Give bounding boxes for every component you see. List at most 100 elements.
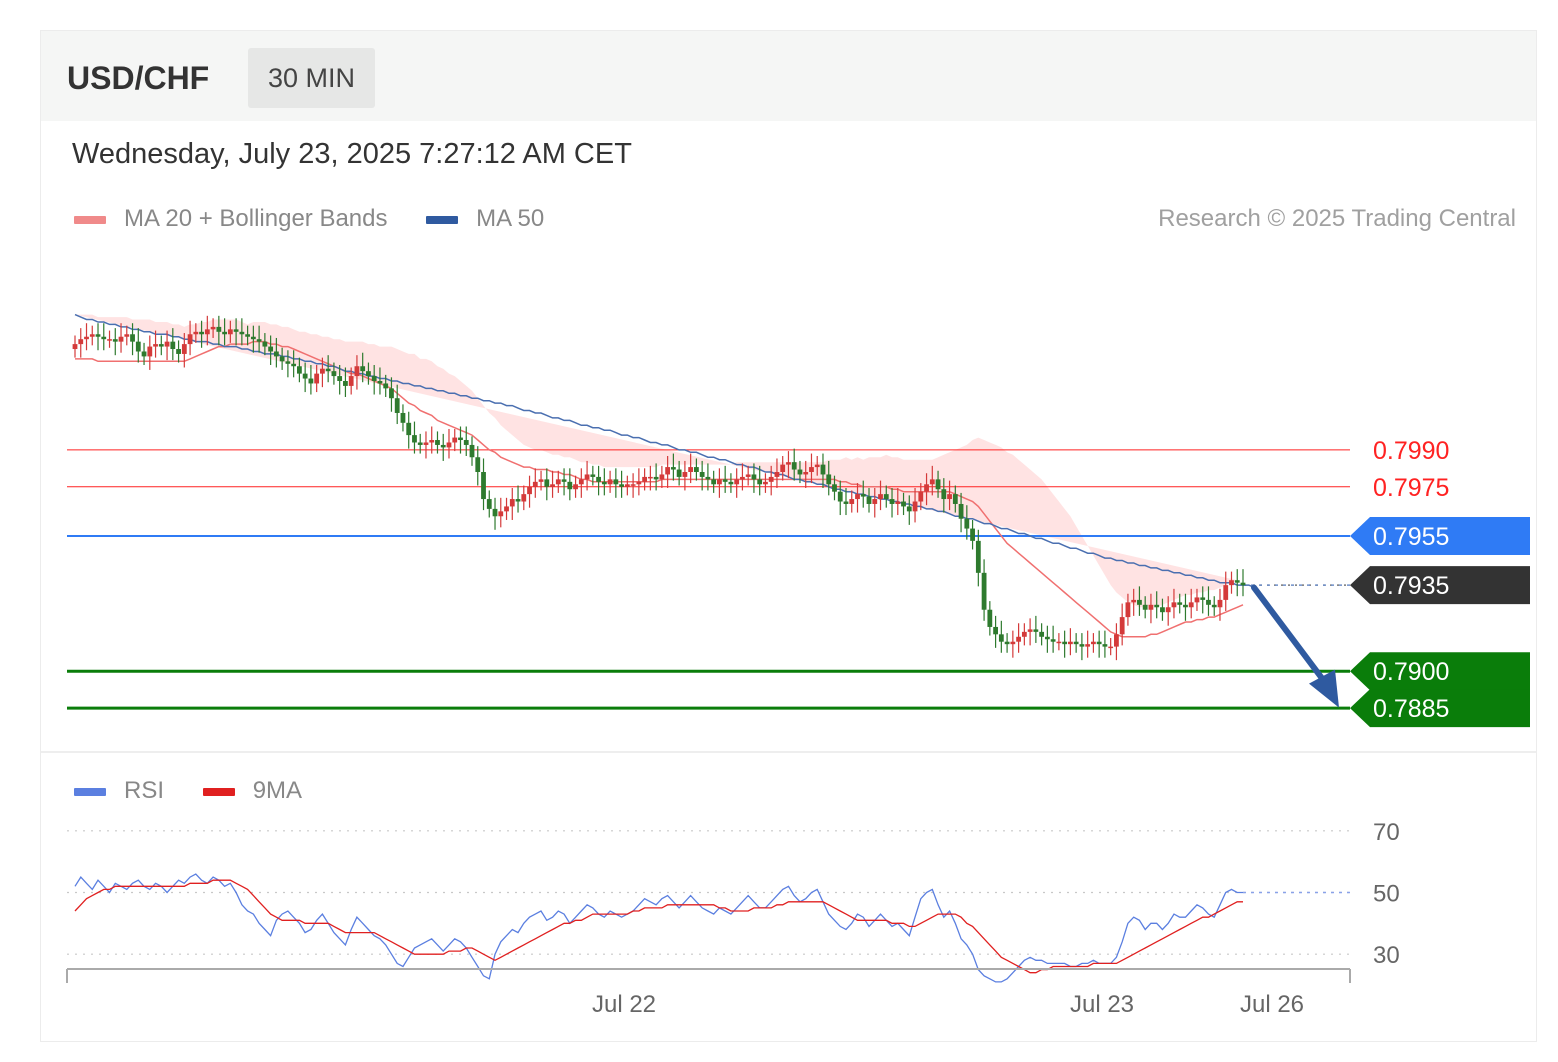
candle-body bbox=[1217, 599, 1223, 608]
candle-body bbox=[302, 373, 308, 379]
candle-body bbox=[964, 518, 970, 529]
candle-body bbox=[970, 528, 975, 541]
candle-body bbox=[216, 326, 222, 332]
candle-body bbox=[642, 476, 648, 482]
candle-body bbox=[728, 481, 734, 485]
candle bbox=[354, 355, 360, 390]
rsi-tick-label-70: 70 bbox=[1373, 819, 1400, 846]
candle-body bbox=[394, 398, 400, 413]
candle-body bbox=[872, 499, 878, 504]
candle bbox=[1234, 569, 1240, 597]
candle bbox=[705, 463, 711, 491]
candle bbox=[187, 320, 193, 356]
candle-body bbox=[348, 376, 354, 386]
candle-body bbox=[751, 474, 757, 480]
candle bbox=[786, 451, 791, 479]
candle-body bbox=[711, 479, 717, 485]
candle-body bbox=[1027, 629, 1033, 632]
candle bbox=[463, 426, 469, 457]
candle-body bbox=[889, 499, 895, 504]
candle bbox=[158, 335, 164, 356]
candle-body bbox=[1021, 631, 1027, 637]
candle bbox=[1096, 630, 1102, 658]
candle-body bbox=[906, 506, 912, 512]
ma50-line bbox=[74, 313, 1255, 589]
candle-body bbox=[682, 472, 688, 477]
level-label-0.7935: 0.7935 bbox=[1373, 572, 1449, 600]
candle bbox=[360, 352, 366, 383]
candle bbox=[1154, 591, 1160, 619]
candle bbox=[130, 323, 135, 356]
candle-body bbox=[1033, 629, 1039, 632]
candle bbox=[176, 340, 181, 363]
candle-body bbox=[1010, 641, 1016, 645]
candle-body bbox=[1188, 602, 1194, 608]
candle-body bbox=[354, 366, 360, 377]
candle-body bbox=[849, 499, 855, 504]
candle-body bbox=[590, 474, 596, 477]
candle bbox=[440, 433, 446, 461]
candle bbox=[325, 355, 331, 383]
candle-body bbox=[124, 334, 130, 337]
candle bbox=[509, 487, 515, 520]
candle bbox=[751, 463, 757, 493]
candle-body bbox=[843, 501, 849, 504]
ma50-swatch bbox=[426, 215, 459, 224]
candle-body bbox=[740, 476, 745, 480]
candle-body bbox=[1206, 599, 1211, 605]
timeframe-badge[interactable]: 30 MIN bbox=[248, 48, 375, 108]
candle bbox=[429, 426, 435, 454]
candle-body bbox=[774, 472, 780, 477]
candle bbox=[987, 601, 993, 636]
level-label-0.7975: 0.7975 bbox=[1373, 474, 1449, 502]
candle bbox=[417, 433, 423, 454]
candle-body bbox=[130, 334, 135, 342]
candle bbox=[1229, 571, 1234, 594]
candle bbox=[866, 487, 872, 513]
candle-body bbox=[912, 501, 918, 512]
candle-body bbox=[567, 481, 573, 490]
candle-body bbox=[981, 572, 987, 610]
candle-body bbox=[308, 378, 314, 384]
candle bbox=[383, 374, 389, 397]
candle bbox=[469, 436, 475, 466]
candle-body bbox=[941, 489, 947, 500]
candle bbox=[1010, 630, 1016, 658]
candle bbox=[412, 421, 417, 454]
candle bbox=[837, 480, 843, 516]
candle-body bbox=[268, 346, 274, 352]
candle-body bbox=[1067, 641, 1073, 645]
candle-body bbox=[262, 341, 268, 347]
candle-body bbox=[987, 609, 993, 627]
candle bbox=[1033, 615, 1039, 643]
candle bbox=[895, 487, 901, 516]
x-tick-label: Jul 22 bbox=[592, 991, 656, 1018]
candle bbox=[883, 485, 889, 508]
candle bbox=[1119, 603, 1125, 646]
candle-body bbox=[285, 361, 291, 364]
candle-body bbox=[320, 368, 325, 374]
candle-body bbox=[791, 462, 797, 470]
candle-body bbox=[406, 422, 412, 436]
candle-body bbox=[855, 494, 860, 500]
candle-body bbox=[84, 336, 89, 340]
candle bbox=[492, 497, 498, 530]
candle-body bbox=[1073, 641, 1079, 645]
candle-body bbox=[463, 440, 469, 445]
candle-body bbox=[820, 464, 826, 475]
ma20-swatch bbox=[74, 215, 106, 224]
candle bbox=[273, 337, 279, 368]
candle bbox=[797, 460, 803, 484]
candle bbox=[1067, 628, 1073, 656]
candle-body bbox=[1044, 636, 1050, 640]
candle bbox=[929, 465, 935, 496]
candle-body bbox=[1039, 631, 1045, 637]
candle-body bbox=[573, 484, 578, 490]
candle-body bbox=[809, 467, 814, 472]
candle bbox=[515, 485, 521, 513]
candle-body bbox=[412, 435, 417, 443]
candle-body bbox=[975, 540, 981, 573]
candle-body bbox=[578, 479, 584, 485]
candle-body bbox=[1183, 604, 1188, 608]
candle bbox=[1194, 588, 1200, 611]
